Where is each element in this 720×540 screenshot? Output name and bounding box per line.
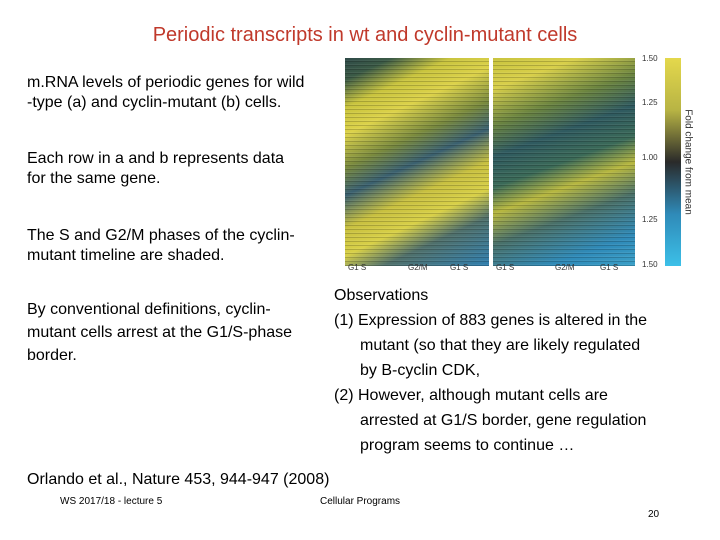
text-line: for the same gene. <box>27 170 161 187</box>
observations-heading: Observations <box>334 287 429 304</box>
heatmap-b <box>493 58 635 266</box>
colorbar-tick: 1.00 <box>642 153 658 162</box>
text-line: Each row in a and b represents data <box>27 150 285 167</box>
phase-label: G1 S <box>600 263 619 272</box>
text-line: by B-cyclin CDK, <box>360 362 481 379</box>
text-line: (2) However, although mutant cells are <box>334 387 608 404</box>
page-number: 20 <box>648 509 660 520</box>
footer-center: Cellular Programs <box>320 496 401 507</box>
text-line: By conventional definitions, cyclin- <box>27 301 271 318</box>
phase-label: G1 S <box>496 263 515 272</box>
colorbar-tick: 1.50 <box>642 260 658 269</box>
text-line: program seems to continue … <box>360 437 575 454</box>
phase-label: G2/M <box>408 263 428 272</box>
phase-label: G1 S <box>450 263 469 272</box>
paragraph: The S and G2/M phases of the cyclin- mut… <box>27 226 295 266</box>
observations: Observations (1) Expression of 883 genes… <box>334 283 647 458</box>
paragraph: m.RNA levels of periodic genes for wild … <box>27 73 304 113</box>
citation: Orlando et al., Nature 453, 944-947 (200… <box>27 471 330 488</box>
text-line: -type (a) and cyclin-mutant (b) cells. <box>27 94 282 111</box>
text-line: border. <box>27 347 77 364</box>
text-line: (1) Expression of 883 genes is altered i… <box>334 312 648 329</box>
colorbar-tick: 1.50 <box>642 54 658 63</box>
text-line: m.RNA levels of periodic genes for wild <box>27 74 305 91</box>
colorbar-tick: 1.25 <box>642 215 658 224</box>
text-line: The S and G2/M phases of the cyclin- <box>27 227 295 244</box>
text-line: mutant (so that they are likely regulate… <box>360 337 641 354</box>
text-line: mutant cells arrest at the G1/S-phase <box>27 324 293 341</box>
footer-left: WS 2017/18 - lecture 5 <box>60 496 163 507</box>
paragraph: Each row in a and b represents data for … <box>27 149 284 189</box>
colorbar-label: Fold change from mean <box>682 109 694 215</box>
text-line: mutant timeline are shaded. <box>27 247 225 264</box>
paragraph: By conventional definitions, cyclin- mut… <box>27 298 292 367</box>
colorbar-tick: 1.25 <box>642 98 658 107</box>
heatmap-a <box>345 58 489 266</box>
phase-label: G1 S <box>348 263 367 272</box>
phase-label: G2/M <box>555 263 575 272</box>
text-line: arrested at G1/S border, gene regulation <box>360 412 647 429</box>
slide-title: Periodic transcripts in wt and cyclin-mu… <box>152 24 578 46</box>
colorbar <box>665 58 681 266</box>
